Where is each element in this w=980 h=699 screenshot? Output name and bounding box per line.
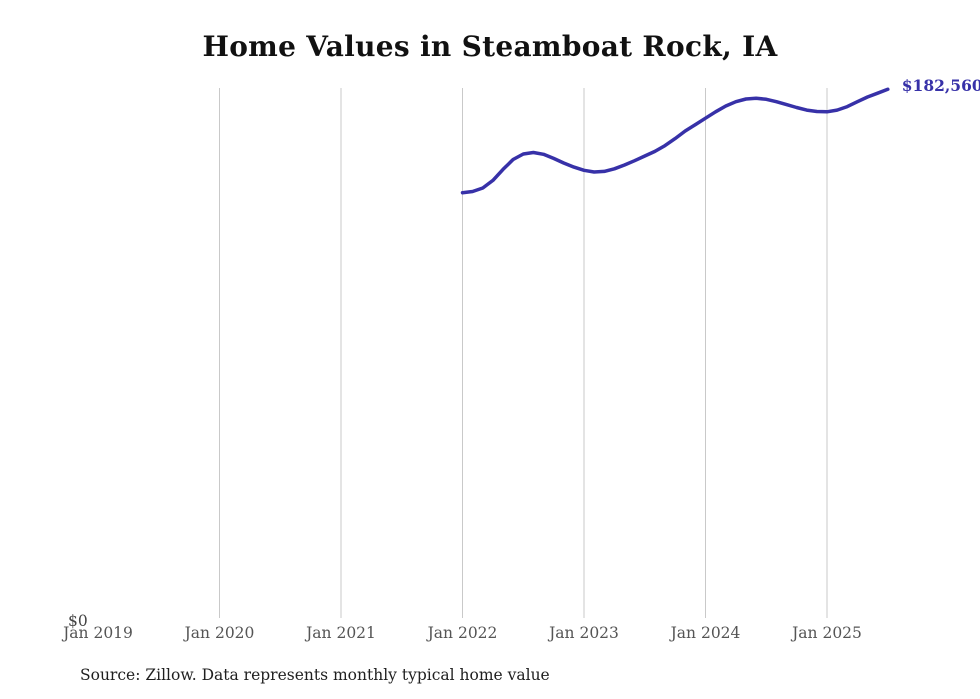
x-tick-label: Jan 2023 <box>549 624 619 642</box>
x-tick-label: Jan 2022 <box>427 624 498 642</box>
x-tick-label: Jan 2024 <box>670 624 741 642</box>
x-tick-label: Jan 2025 <box>792 624 862 642</box>
x-tick-label: Jan 2021 <box>306 624 376 642</box>
chart-title: Home Values in Steamboat Rock, IA <box>202 30 778 63</box>
home-value-line <box>460 87 890 195</box>
source-note: Source: Zillow. Data represents monthly … <box>80 666 550 684</box>
series-end-value-label: $182,560 <box>901 76 980 96</box>
x-tick-label: Jan 2019 <box>63 624 133 642</box>
y-axis-zero-label: $0 <box>68 612 88 630</box>
x-tick-label: Jan 2020 <box>184 624 255 642</box>
